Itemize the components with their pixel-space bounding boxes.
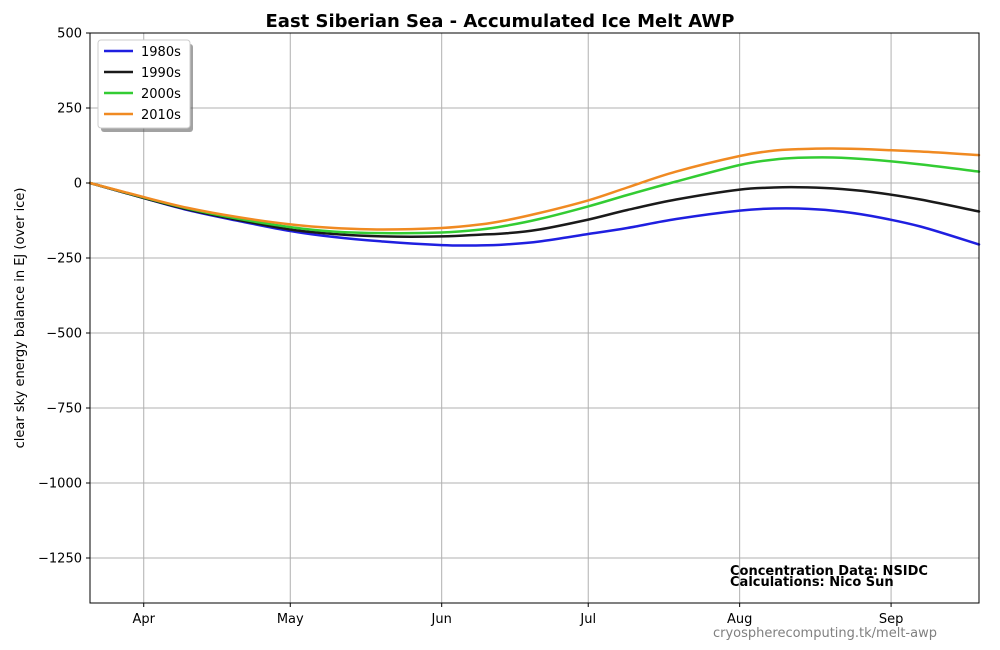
legend-label: 1990s bbox=[141, 66, 181, 81]
y-axis-label: clear sky energy balance in EJ (over ice… bbox=[13, 188, 28, 449]
legend-box bbox=[97, 39, 191, 129]
annotation-calculations: Calculations: Nico Sun bbox=[730, 575, 894, 590]
credit-url: cryospherecomputing.tk/melt-awp bbox=[713, 626, 937, 641]
y-tick-label: −1250 bbox=[38, 552, 82, 567]
grid-layer bbox=[90, 32, 979, 603]
y-axis: 500 250 0 −250 −500 −750 −1000 −1250 bbox=[38, 27, 90, 567]
y-tick-label: −500 bbox=[46, 327, 82, 342]
x-tick-label: May bbox=[277, 612, 304, 627]
x-tick-label: Aug bbox=[727, 612, 752, 627]
y-tick-label: 500 bbox=[57, 27, 82, 42]
legend: 1980s 1990s 2000s 2010s bbox=[97, 39, 193, 132]
legend-label: 2010s bbox=[141, 108, 181, 123]
y-tick-label: 250 bbox=[57, 102, 82, 117]
y-tick-label: −250 bbox=[46, 252, 82, 267]
x-tick-label: Jun bbox=[431, 612, 452, 627]
series-line-1990s bbox=[88, 181, 981, 238]
annotation-concentration: Concentration Data: NSIDC bbox=[730, 564, 928, 579]
x-tick-label: Sep bbox=[879, 612, 904, 627]
series-line-2010s bbox=[88, 147, 981, 231]
x-tick-label: Apr bbox=[132, 612, 155, 627]
series-layer bbox=[88, 147, 981, 247]
plot-frame bbox=[89, 32, 980, 604]
y-tick-label: −750 bbox=[46, 402, 82, 417]
legend-entries: 1980s 1990s 2000s 2010s bbox=[104, 45, 181, 123]
legend-label: 1980s bbox=[141, 45, 181, 60]
x-axis: Apr May Jun Jul Aug Sep bbox=[132, 603, 903, 627]
y-tick-label: 0 bbox=[74, 177, 82, 192]
series-line-2000s bbox=[88, 156, 981, 235]
chart-title: East Siberian Sea - Accumulated Ice Melt… bbox=[266, 11, 735, 32]
legend-label: 2000s bbox=[141, 87, 181, 102]
y-tick-label: −1000 bbox=[38, 477, 82, 492]
x-tick-label: Jul bbox=[579, 612, 596, 627]
